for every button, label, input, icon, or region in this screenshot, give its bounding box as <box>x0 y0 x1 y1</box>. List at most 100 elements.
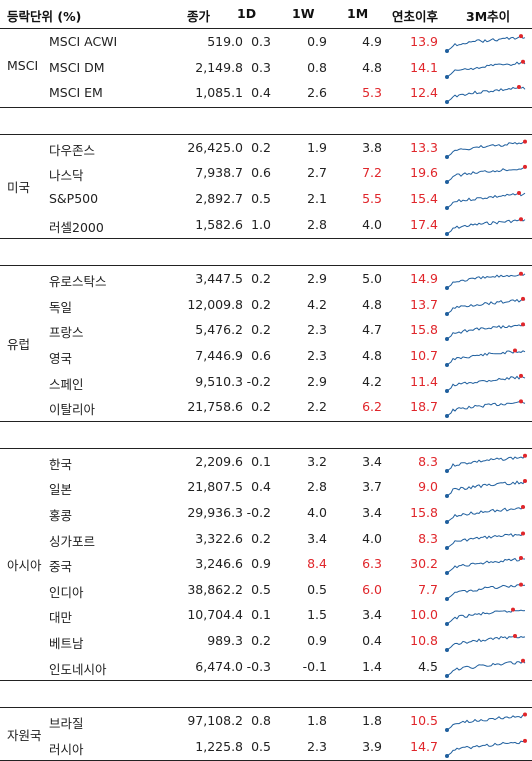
sparkline-path <box>446 480 526 497</box>
sparkline-low-marker <box>445 100 449 105</box>
close-value: 10,704.4 <box>187 607 243 623</box>
change-1m: 6.0 <box>362 581 382 597</box>
index-name: 러시아 <box>49 741 84 757</box>
table-row: 인디아 38,862.2 0.5 0.5 6.0 7.7 <box>0 577 532 603</box>
sparkline-high-marker <box>519 271 523 276</box>
change-1w: 1.5 <box>307 607 327 623</box>
trend-sparkline <box>445 531 526 550</box>
sparkline-path <box>446 60 526 77</box>
sparkline-low-marker <box>445 337 449 342</box>
change-1d: 0.2 <box>251 399 271 415</box>
trend-sparkline <box>445 165 527 185</box>
sparkline-path <box>446 609 526 625</box>
change-1w: 0.9 <box>307 34 327 49</box>
close-value: 1,225.8 <box>195 738 243 754</box>
change-1w: 3.2 <box>307 453 327 469</box>
sparkline-path <box>446 192 526 209</box>
index-name: 유로스탁스 <box>49 274 107 290</box>
sparkline-low-marker <box>445 753 449 758</box>
change-1w: 8.4 <box>307 556 327 572</box>
sparkline-path <box>446 324 526 340</box>
table-row: 스페인 9,510.3 -0.2 2.9 4.2 11.4 <box>0 369 532 395</box>
change-1m: 6.3 <box>362 556 382 572</box>
close-value: 2,892.7 <box>195 191 243 206</box>
region-label: MSCI <box>7 58 39 74</box>
close-value: 3,246.6 <box>195 556 243 572</box>
sparkline-low-marker <box>445 468 449 473</box>
table-row: 프랑스 5,476.2 0.2 2.3 4.7 15.8 <box>0 317 532 343</box>
change-1m: 5.3 <box>362 85 382 101</box>
trend-sparkline <box>445 322 526 342</box>
sparkline-path <box>446 635 526 651</box>
header-unit: 등락단위 (%) <box>7 9 82 24</box>
change-ytd: 14.9 <box>410 271 438 287</box>
trend-sparkline <box>445 712 527 733</box>
sparkline-path <box>446 86 526 103</box>
trend-sparkline <box>445 271 526 291</box>
sparkline-low-marker <box>445 728 449 733</box>
change-1d: 0.2 <box>251 139 271 155</box>
change-1m: 4.0 <box>362 216 382 232</box>
divider <box>0 680 532 682</box>
close-value: 7,446.9 <box>195 348 243 363</box>
trend-sparkline <box>445 738 527 758</box>
table-row: 나스닥 7,938.7 0.6 2.7 7.2 19.6 <box>0 160 532 186</box>
change-1d: 0.4 <box>251 479 271 495</box>
change-1w: 0.9 <box>307 633 327 648</box>
table-row: 싱가포르 3,322.6 0.2 3.4 4.0 8.3 <box>0 526 532 552</box>
change-1w: 2.8 <box>307 216 327 232</box>
sparkline-path <box>446 218 526 234</box>
index-name: 중국 <box>49 559 73 575</box>
table-row: 독일 12,009.8 0.2 4.2 4.8 13.7 <box>0 292 532 318</box>
change-1d: 1.0 <box>251 216 271 232</box>
change-1d: -0.2 <box>246 505 271 520</box>
sparkline-path <box>446 401 526 417</box>
change-ytd: 9.0 <box>418 479 438 495</box>
table-row: MSCI DM 2,149.8 0.3 0.8 4.8 14.1 <box>0 55 532 81</box>
sparkline-path <box>446 273 526 289</box>
change-ytd: 13.3 <box>410 139 438 155</box>
header-trend: 3M추이 <box>466 9 511 24</box>
index-name: 인디아 <box>49 584 84 600</box>
index-name: 홍콩 <box>49 508 73 523</box>
sparkline-low-marker <box>445 311 449 316</box>
sparkline-high-marker <box>521 658 525 663</box>
sparkline-low-marker <box>445 414 449 419</box>
sparkline-high-marker <box>523 712 527 717</box>
change-1d: 0.2 <box>251 530 271 546</box>
index-name: MSCI ACWI <box>49 34 118 49</box>
trend-sparkline <box>445 296 526 316</box>
change-ytd: 13.7 <box>410 296 438 312</box>
change-1m: 4.8 <box>362 59 382 75</box>
index-name: 영국 <box>49 351 73 366</box>
close-value: 29,936.3 <box>187 505 243 520</box>
trend-sparkline <box>445 190 526 210</box>
sparkline-high-marker <box>523 139 527 144</box>
header-1m: 1M <box>347 6 369 21</box>
sparkline-low-marker <box>445 648 449 652</box>
close-value: 21,758.6 <box>187 399 243 415</box>
change-1d: 0.6 <box>251 348 271 363</box>
close-value: 3,447.5 <box>195 271 243 287</box>
change-1w: 2.7 <box>307 165 327 181</box>
close-value: 2,149.8 <box>195 59 243 75</box>
change-1w: 4.0 <box>307 505 327 520</box>
sparkline-path <box>446 506 526 523</box>
change-ytd: 14.7 <box>410 738 438 754</box>
change-1d: 0.2 <box>251 296 271 312</box>
change-1m: 0.4 <box>362 633 382 648</box>
sparkline-path <box>446 455 526 472</box>
change-1w: 1.8 <box>307 713 327 729</box>
change-ytd: 4.5 <box>418 658 438 674</box>
close-value: 21,807.5 <box>187 479 243 495</box>
sparkline-high-marker <box>523 738 527 743</box>
close-value: 989.3 <box>207 633 243 648</box>
change-1m: 4.7 <box>362 322 382 338</box>
change-1w: 2.8 <box>307 479 327 495</box>
change-1d: 0.5 <box>251 191 271 206</box>
close-value: 38,862.2 <box>187 581 243 597</box>
change-1m: 3.9 <box>362 738 382 754</box>
divider <box>0 420 532 422</box>
change-1w: 3.4 <box>307 530 327 546</box>
table-row: 러셀2000 1,582.6 1.0 2.8 4.0 17.4 <box>0 212 532 238</box>
